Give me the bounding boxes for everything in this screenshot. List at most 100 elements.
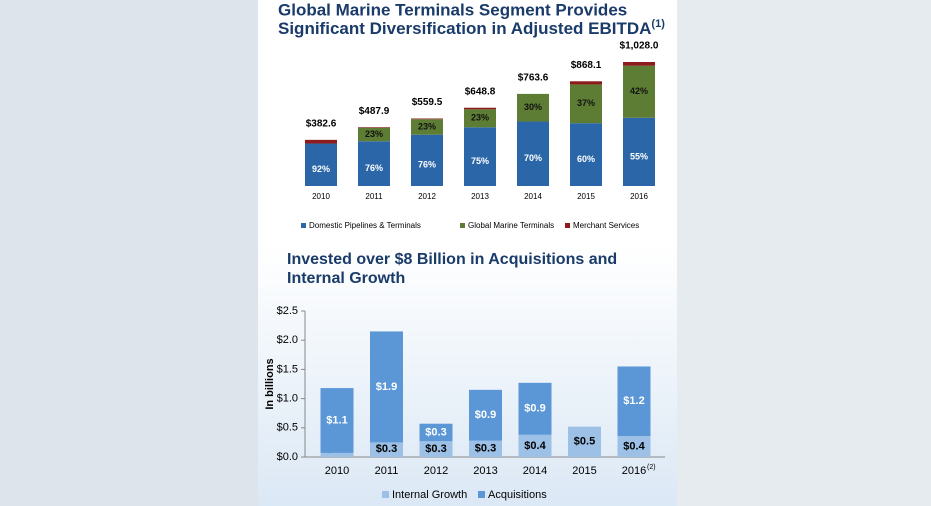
bar-segment bbox=[305, 143, 337, 186]
bar-segment bbox=[419, 423, 453, 442]
x-tick-label: 2013 bbox=[473, 465, 497, 477]
data-label: 42% bbox=[630, 86, 648, 96]
data-label: 76% bbox=[365, 163, 383, 173]
bar-segment bbox=[623, 62, 655, 66]
bar-segment bbox=[617, 366, 651, 436]
y-tick-label: $2.0 bbox=[277, 334, 298, 346]
x-tick-label: 2016 bbox=[630, 192, 648, 201]
bar-segment bbox=[358, 127, 390, 128]
bar-segment bbox=[358, 127, 390, 142]
x-tick-label: 2015 bbox=[572, 465, 596, 477]
x-tick-label: 2015 bbox=[577, 192, 595, 201]
data-label: $0.4 bbox=[623, 440, 645, 452]
y-tick-label: $0.0 bbox=[277, 451, 298, 463]
chart-title: Invested over $8 Billion in Acquisitions… bbox=[287, 251, 617, 268]
data-label: $1.1 bbox=[326, 414, 347, 426]
data-label: 23% bbox=[471, 113, 489, 123]
bar-segment bbox=[518, 382, 552, 435]
bar-segment bbox=[464, 109, 496, 128]
bar-segment bbox=[469, 389, 502, 441]
y-tick-label: $1.5 bbox=[277, 363, 298, 375]
bar-segment bbox=[358, 141, 390, 186]
legend-label: Acquisitions bbox=[488, 489, 547, 501]
x-tick-label: 2010 bbox=[325, 465, 349, 477]
data-label: $0.3 bbox=[475, 443, 496, 455]
chart-title: Global Marine Terminals Segment Provides bbox=[278, 0, 627, 19]
bar-segment bbox=[411, 134, 443, 186]
data-label: 75% bbox=[471, 156, 489, 166]
bar-segment bbox=[568, 426, 601, 457]
title-note: (1) bbox=[651, 18, 665, 30]
x-tick-label: 2010 bbox=[312, 192, 330, 201]
y-tick-label: $2.5 bbox=[277, 305, 298, 317]
data-label: $0.4 bbox=[524, 440, 546, 452]
data-label: 23% bbox=[365, 129, 383, 139]
data-label: 37% bbox=[577, 98, 595, 108]
data-label: 55% bbox=[630, 151, 648, 161]
bar-segment bbox=[623, 117, 655, 186]
legend-swatch bbox=[565, 223, 570, 228]
bar-segment bbox=[370, 442, 403, 457]
legend-swatch bbox=[460, 223, 465, 228]
legend-label: Internal Growth bbox=[392, 489, 467, 501]
x-tick-label: 2016 bbox=[622, 465, 646, 477]
bar-segment bbox=[320, 388, 354, 453]
x-tick-label: 2011 bbox=[365, 192, 383, 201]
bar-segment bbox=[570, 81, 602, 85]
bar-segment bbox=[517, 121, 549, 186]
bar-segment bbox=[464, 107, 496, 110]
data-label: 30% bbox=[524, 102, 542, 112]
bar-segment bbox=[419, 441, 453, 457]
bar-segment bbox=[411, 118, 443, 120]
bar-segment bbox=[518, 434, 552, 457]
total-label: $763.6 bbox=[518, 73, 549, 84]
bar-segment bbox=[469, 440, 502, 457]
bar-segment bbox=[623, 65, 655, 118]
data-label: 23% bbox=[418, 121, 436, 131]
bar-segment bbox=[617, 435, 651, 457]
x-tick-label: 2012 bbox=[418, 192, 436, 201]
data-label: 92% bbox=[312, 164, 330, 174]
data-label: $0.9 bbox=[475, 409, 496, 421]
category-note: (2) bbox=[647, 464, 656, 471]
y-tick-label: $1.0 bbox=[277, 393, 298, 405]
x-tick-label: 2014 bbox=[524, 192, 542, 201]
x-tick-label: 2012 bbox=[424, 465, 448, 477]
x-tick-label: 2011 bbox=[375, 465, 399, 477]
bar-segment bbox=[570, 84, 602, 124]
backdrop-left bbox=[0, 0, 258, 506]
total-label: $559.5 bbox=[412, 97, 443, 108]
y-axis-label: In billions bbox=[264, 358, 276, 409]
total-label: $382.6 bbox=[306, 118, 337, 129]
data-label: 76% bbox=[418, 160, 436, 170]
data-label: $0.5 bbox=[574, 436, 595, 448]
legend-label: Global Marine Terminals bbox=[468, 221, 554, 230]
data-label: $0.9 bbox=[524, 403, 545, 415]
chart-title: Internal Growth bbox=[287, 270, 405, 287]
data-label: $0.3 bbox=[425, 426, 446, 438]
legend-swatch bbox=[301, 223, 306, 228]
bar-segment bbox=[320, 452, 354, 457]
total-label: $487.9 bbox=[359, 106, 390, 117]
data-label: $0.3 bbox=[425, 443, 446, 455]
y-tick-label: $0.5 bbox=[277, 422, 298, 434]
panel-bottom bbox=[258, 245, 677, 506]
total-label: $648.8 bbox=[465, 86, 496, 97]
bar-segment bbox=[570, 123, 602, 186]
legend-label: Merchant Services bbox=[573, 221, 639, 230]
bar-segment bbox=[517, 93, 549, 122]
chart-title: Significant Diversification in Adjusted … bbox=[278, 18, 665, 39]
x-tick-label: 2014 bbox=[523, 465, 547, 477]
bar-segment bbox=[305, 139, 337, 144]
data-label: 70% bbox=[524, 153, 542, 163]
bar-segment bbox=[411, 119, 443, 135]
total-label: $868.1 bbox=[571, 60, 602, 71]
legend-swatch bbox=[382, 491, 389, 498]
bar-segment bbox=[370, 331, 403, 443]
x-tick-label: 2013 bbox=[471, 192, 489, 201]
legend-swatch bbox=[478, 491, 485, 498]
data-label: $1.9 bbox=[376, 381, 397, 393]
total-label: $1,028.0 bbox=[620, 41, 659, 52]
